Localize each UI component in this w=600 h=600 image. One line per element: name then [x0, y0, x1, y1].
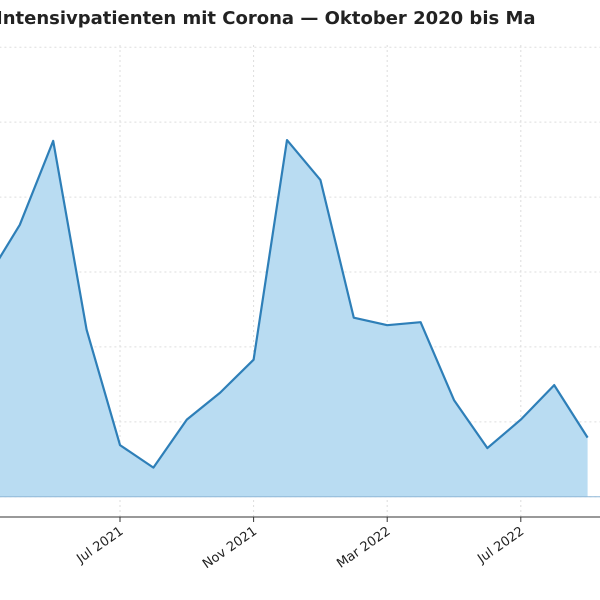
- line: [0, 139, 589, 469]
- x-tick-label: Mar 2022: [334, 524, 393, 572]
- x-tick-label: Nov 2021: [200, 524, 260, 572]
- x-tick-label: Jul 2022: [474, 524, 527, 567]
- chart-title: Intensivpatienten mit Corona — Oktober 2…: [0, 8, 536, 29]
- area-fill: [0, 140, 588, 497]
- x-tick-label: Jul 2021: [74, 524, 127, 567]
